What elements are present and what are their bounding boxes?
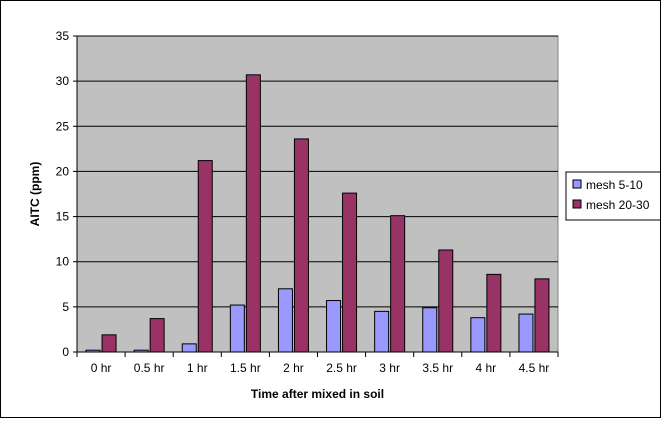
legend-swatch [572, 199, 582, 209]
x-tick-label: 2.5 hr [326, 361, 357, 375]
x-tick-label: 4 hr [476, 361, 497, 375]
bar-mesh-20-30 [101, 334, 117, 353]
bar-mesh-20-30 [293, 138, 309, 353]
bar-mesh-20-30 [534, 278, 550, 353]
bar-mesh-20-30 [390, 215, 406, 353]
plot-area [76, 35, 559, 353]
x-axis: 0 hr 0.5 hr 1 hr 1.5 hr 2 hr 2.5 hr 3 hr 3.5 hr… [76, 351, 559, 375]
y-tick-label: 20 [56, 164, 70, 178]
x-tick-label: 3.5 hr [422, 361, 453, 375]
bar-mesh-5-10 [277, 288, 293, 353]
legend: mesh 5-10 mesh 20-30 [565, 171, 661, 221]
bar-mesh-5-10 [374, 310, 390, 353]
x-tick-label: 0 hr [91, 361, 112, 375]
legend-swatch [572, 179, 582, 189]
x-tick-label: 3 hr [379, 361, 400, 375]
y-axis-title: AITC (ppm) [28, 162, 42, 227]
x-tick-label: 4.5 hr [519, 361, 550, 375]
bar-mesh-5-10 [181, 343, 197, 353]
bar-mesh-20-30 [197, 160, 213, 353]
gridlines [77, 35, 558, 308]
y-tick-label: 5 [62, 300, 69, 314]
y-tick-label: 10 [56, 255, 70, 269]
y-tick-label: 25 [56, 119, 70, 133]
y-tick-label: 15 [56, 210, 70, 224]
x-tick-label: 2 hr [283, 361, 304, 375]
legend-label: mesh 5-10 [586, 178, 643, 192]
legend-label: mesh 20-30 [586, 198, 650, 212]
bar-mesh-5-10 [85, 349, 101, 353]
bars [85, 74, 550, 353]
x-axis-title: Time after mixed in soil [251, 387, 384, 401]
legend-box [565, 171, 661, 221]
bar-mesh-5-10 [133, 349, 149, 353]
y-axis: 0 5 10 15 20 25 30 35 [56, 29, 78, 359]
x-tick-label: 1 hr [187, 361, 208, 375]
bar-mesh-5-10 [470, 317, 486, 353]
bar-mesh-5-10 [326, 300, 342, 353]
bar-mesh-5-10 [518, 313, 534, 353]
bar-mesh-5-10 [229, 304, 245, 353]
bar-mesh-20-30 [342, 192, 358, 353]
bar-mesh-20-30 [245, 74, 261, 353]
bar-mesh-20-30 [149, 318, 165, 353]
y-tick-label: 35 [56, 29, 70, 43]
x-tick-label: 0.5 hr [134, 361, 165, 375]
bar-mesh-20-30 [486, 273, 502, 353]
x-tick-label: 1.5 hr [230, 361, 261, 375]
y-tick-label: 0 [62, 345, 69, 359]
bar-mesh-20-30 [438, 249, 454, 353]
bar-mesh-5-10 [422, 307, 438, 353]
y-tick-label: 30 [56, 74, 70, 88]
